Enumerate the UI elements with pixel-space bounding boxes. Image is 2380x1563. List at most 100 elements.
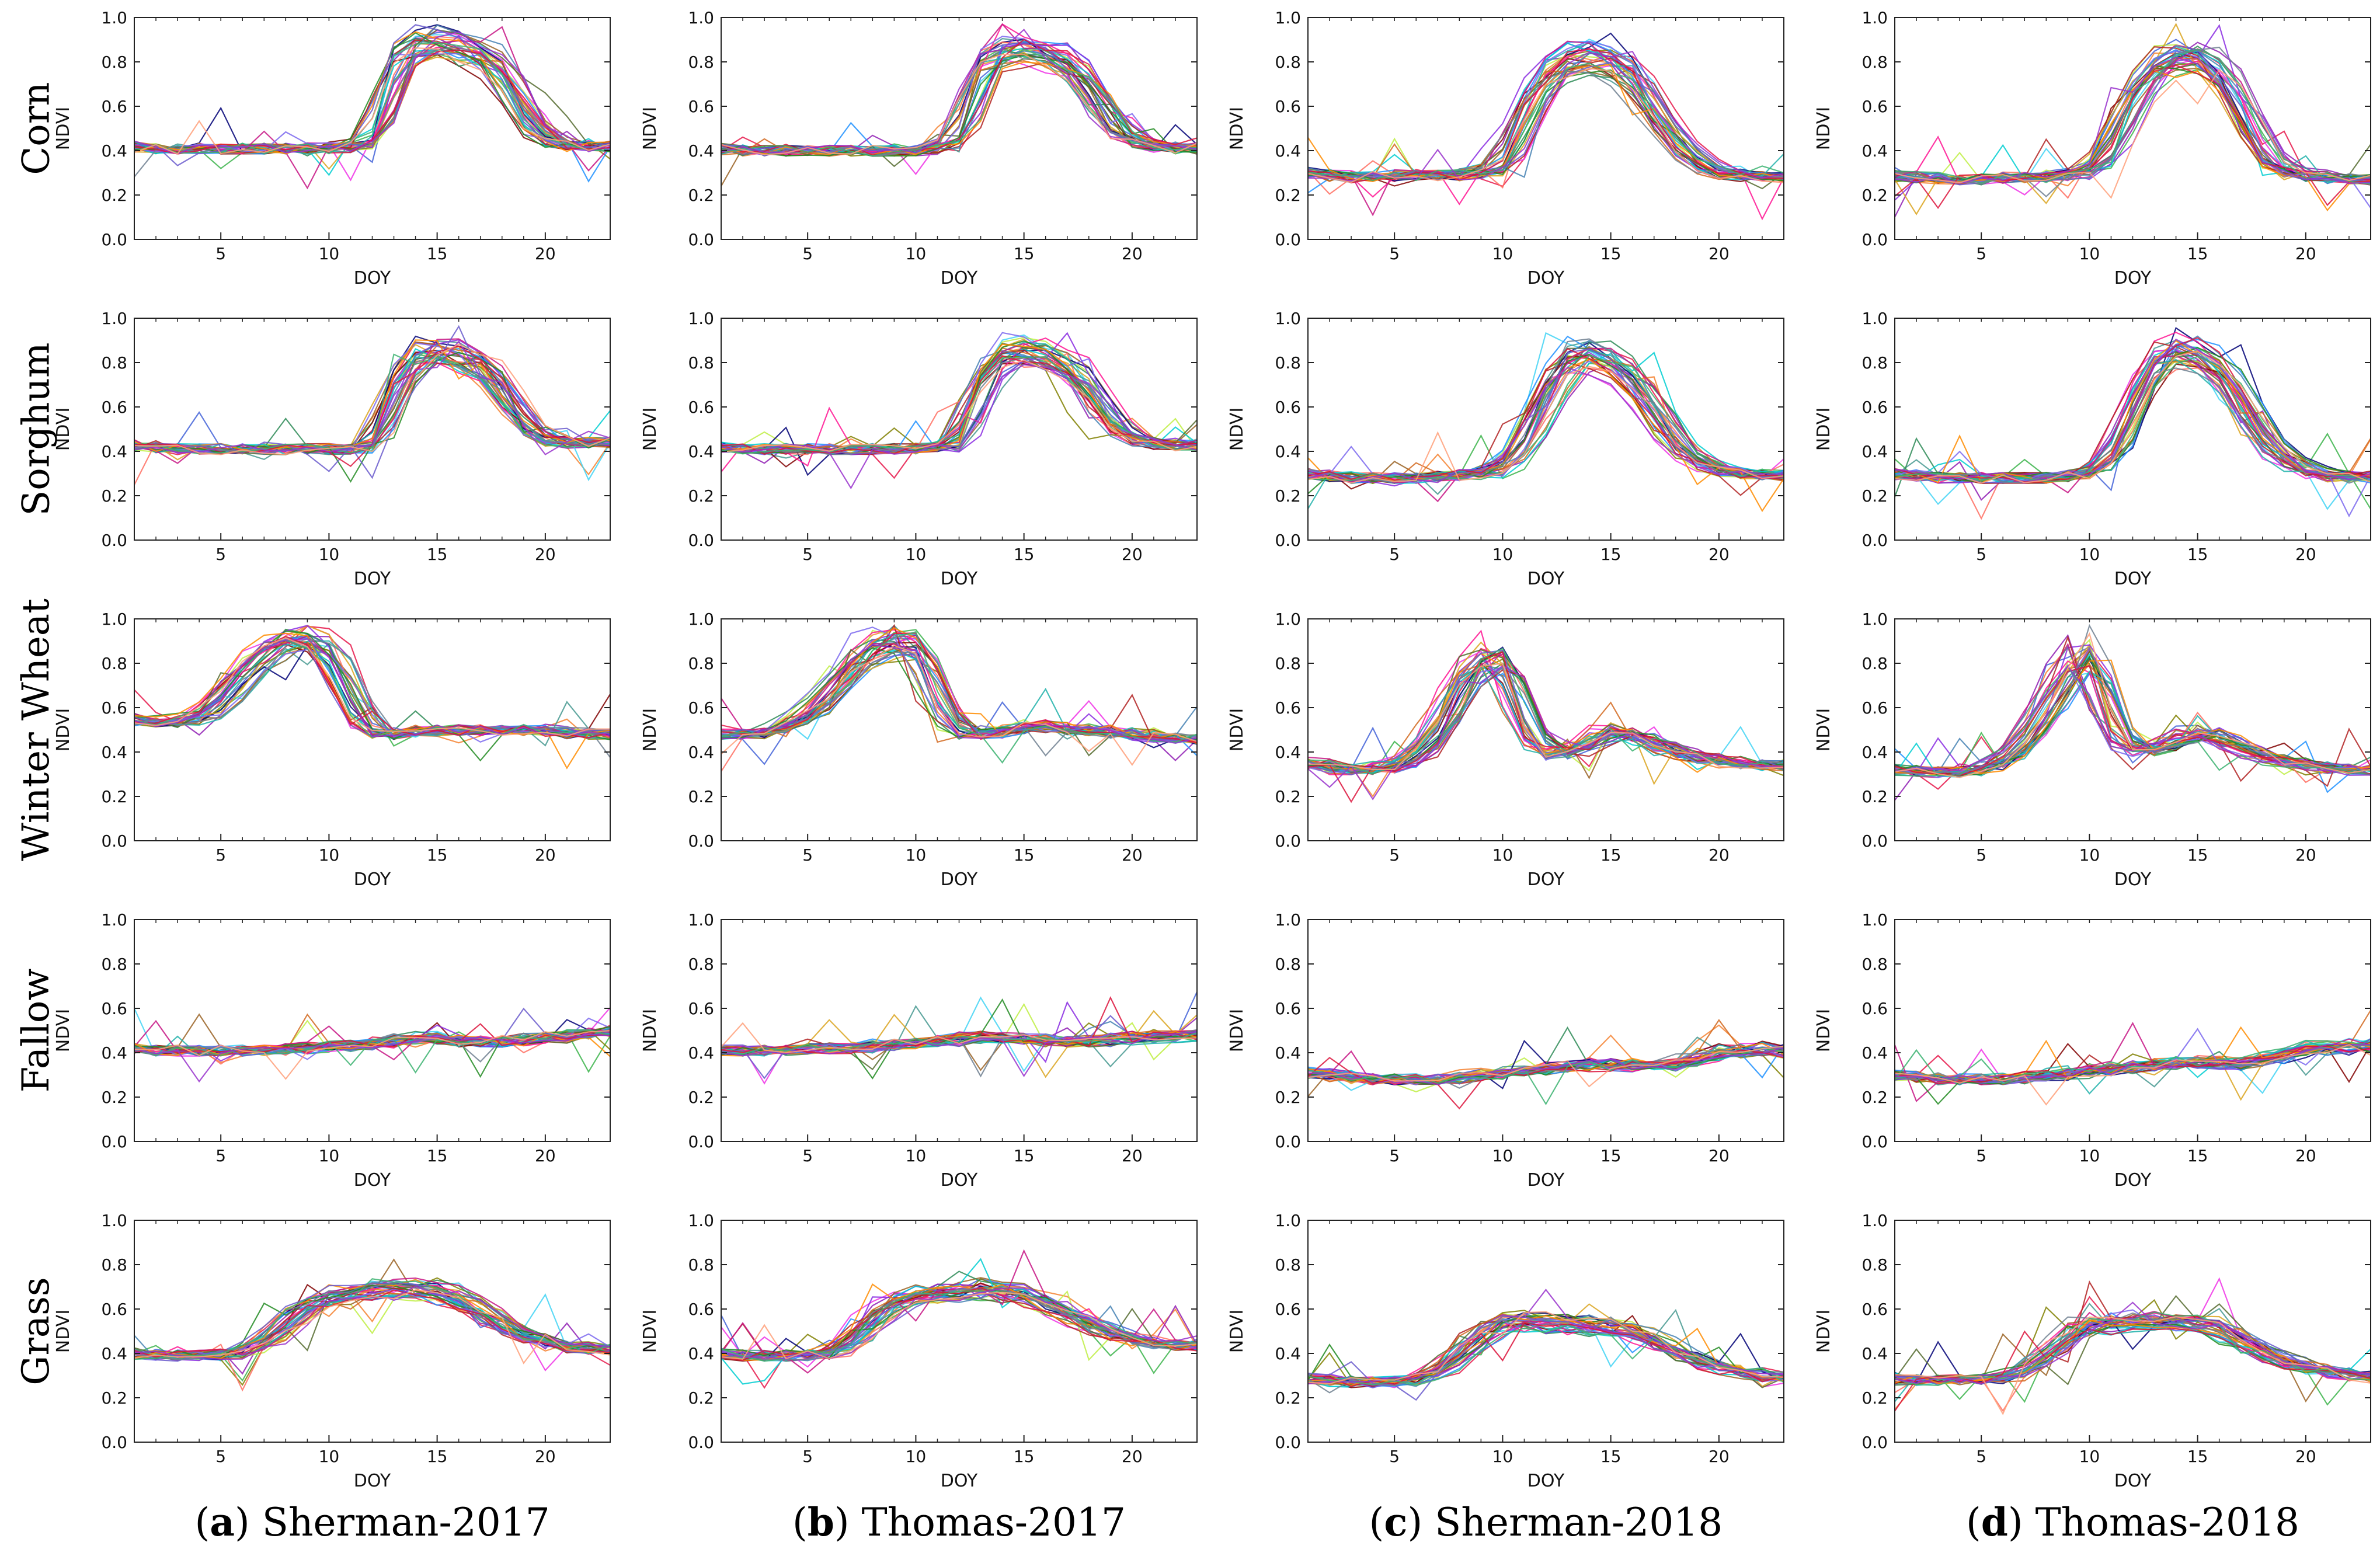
x-tick-label: 5 — [1976, 845, 1986, 865]
x-tick-label: 10 — [1492, 845, 1513, 865]
plot-frame — [134, 919, 611, 1142]
y-tick-label: 0.6 — [688, 698, 714, 718]
ndvi-series-line — [134, 343, 610, 455]
y-tick-label: 0.2 — [1861, 787, 1888, 806]
x-tick-label: 10 — [906, 1447, 927, 1466]
x-tick-label: 20 — [1122, 244, 1143, 263]
x-tick-label: 5 — [215, 845, 226, 865]
y-tick-label: 0.2 — [688, 1088, 714, 1107]
caption-letter: (c) — [1369, 1499, 1435, 1545]
x-tick-label: 15 — [2187, 1146, 2208, 1165]
x-tick-label: 15 — [1600, 244, 1622, 263]
ndvi-series-line — [134, 1283, 610, 1360]
series-group — [134, 24, 610, 190]
y-tick-label: 0.8 — [101, 955, 127, 974]
row-label-winter-wheat: Winter Wheat — [14, 598, 58, 861]
ndvi-series-line — [134, 625, 610, 740]
y-tick-label: 0.2 — [101, 486, 127, 506]
caption-letter: (d) — [1966, 1499, 2035, 1545]
ndvi-series-line — [721, 638, 1197, 765]
x-tick-label: 5 — [1389, 1447, 1400, 1466]
x-tick-label: 5 — [1976, 1146, 1986, 1165]
column-caption-d: (d) Thomas-2018 — [1966, 1499, 2299, 1545]
x-axis-label: DOY — [354, 268, 391, 288]
x-tick-label: 20 — [2295, 545, 2316, 564]
y-tick-label: 1.0 — [688, 309, 714, 328]
y-tick-label: 1.0 — [1861, 910, 1888, 930]
ndvi-series-line — [1895, 643, 2371, 778]
y-tick-label: 0.0 — [101, 1132, 127, 1151]
ndvi-series-line — [1895, 48, 2371, 185]
ndvi-series-line — [1308, 1311, 1784, 1385]
y-tick-label: 0.2 — [101, 1088, 127, 1107]
y-tick-label: 0.2 — [101, 1388, 127, 1408]
y-tick-label: 1.0 — [1275, 1211, 1301, 1230]
y-tick-label: 1.0 — [1275, 910, 1301, 930]
y-tick-label: 0.6 — [101, 698, 127, 718]
y-tick-label: 0.8 — [1275, 955, 1301, 974]
ndvi-series-line — [721, 48, 1197, 157]
y-tick-label: 0.6 — [101, 97, 127, 116]
ndvi-series-line — [1895, 64, 2371, 210]
ndvi-series-line — [1895, 350, 2371, 484]
y-tick-label: 0.4 — [1861, 1344, 1888, 1363]
caption-site-year: Thomas-2018 — [2035, 1500, 2299, 1545]
ndvi-series-line — [721, 1030, 1197, 1054]
ndvi-series-line — [721, 644, 1197, 744]
ndvi-series-line — [721, 1288, 1197, 1360]
x-tick-label: 10 — [906, 845, 927, 865]
ndvi-series-line — [1308, 629, 1784, 776]
y-tick-label: 0.4 — [688, 442, 714, 461]
y-tick-label: 0.8 — [1861, 353, 1888, 373]
y-tick-label: 0.4 — [1275, 1344, 1301, 1363]
ndvi-series-line — [1308, 367, 1784, 484]
ndvi-series-line — [134, 24, 610, 166]
ndvi-series-line — [721, 1283, 1197, 1361]
series-group — [1895, 326, 2371, 520]
series-group — [1895, 1277, 2371, 1415]
x-tick-label: 15 — [1600, 545, 1622, 564]
y-tick-label: 1.0 — [101, 910, 127, 930]
ndvi-series-line — [721, 357, 1197, 455]
ndvi-series-line — [1895, 1044, 2371, 1106]
ndvi-series-line — [721, 1022, 1197, 1053]
y-tick-label: 0.6 — [1275, 97, 1301, 116]
y-tick-label: 0.6 — [1861, 398, 1888, 417]
panel-sorghum-thomas-2017: 0.0 0.2 0.4 0.6 0.8 1.0 5 10 15 20 DOY NDVI — [640, 309, 1198, 589]
x-tick-label: 10 — [319, 845, 340, 865]
y-tick-label: 0.2 — [688, 1388, 714, 1408]
x-tick-label: 20 — [1122, 545, 1143, 564]
x-tick-label: 15 — [2187, 545, 2208, 564]
y-axis-label: NDVI — [1814, 1310, 1834, 1353]
y-tick-label: 1.0 — [1275, 610, 1301, 629]
ndvi-series-line — [1895, 632, 2371, 778]
x-tick-label: 20 — [2295, 244, 2316, 263]
x-tick-label: 10 — [319, 1146, 340, 1165]
x-tick-label: 10 — [2079, 845, 2100, 865]
ndvi-series-line — [1308, 348, 1784, 482]
caption-paren-close: ) — [834, 1500, 862, 1545]
panel-fallow-sherman-2017: 0.0 0.2 0.4 0.6 0.8 1.0 5 10 15 20 DOY NDVI — [53, 910, 611, 1190]
series-group — [1308, 332, 1784, 513]
series-group — [721, 1249, 1197, 1389]
series-group — [721, 624, 1197, 772]
y-tick-label: 0.6 — [1275, 698, 1301, 718]
ndvi-series-line — [134, 1030, 610, 1080]
y-tick-label: 0.6 — [101, 999, 127, 1018]
series-group — [1308, 1289, 1784, 1401]
x-tick-label: 10 — [2079, 545, 2100, 564]
y-tick-label: 0.8 — [688, 1255, 714, 1275]
y-tick-label: 0.2 — [1275, 186, 1301, 205]
y-tick-label: 0.0 — [1275, 230, 1301, 249]
row-label-sorghum: Sorghum — [15, 342, 58, 516]
y-tick-label: 0.2 — [1861, 486, 1888, 506]
x-tick-label: 10 — [906, 1146, 927, 1165]
ndvi-series-line — [134, 639, 610, 739]
y-tick-label: 0.8 — [688, 955, 714, 974]
x-axis-label: DOY — [1527, 1170, 1565, 1190]
x-tick-label: 10 — [1492, 1146, 1513, 1165]
ndvi-series-line — [1308, 663, 1784, 771]
y-tick-label: 0.8 — [688, 654, 714, 673]
